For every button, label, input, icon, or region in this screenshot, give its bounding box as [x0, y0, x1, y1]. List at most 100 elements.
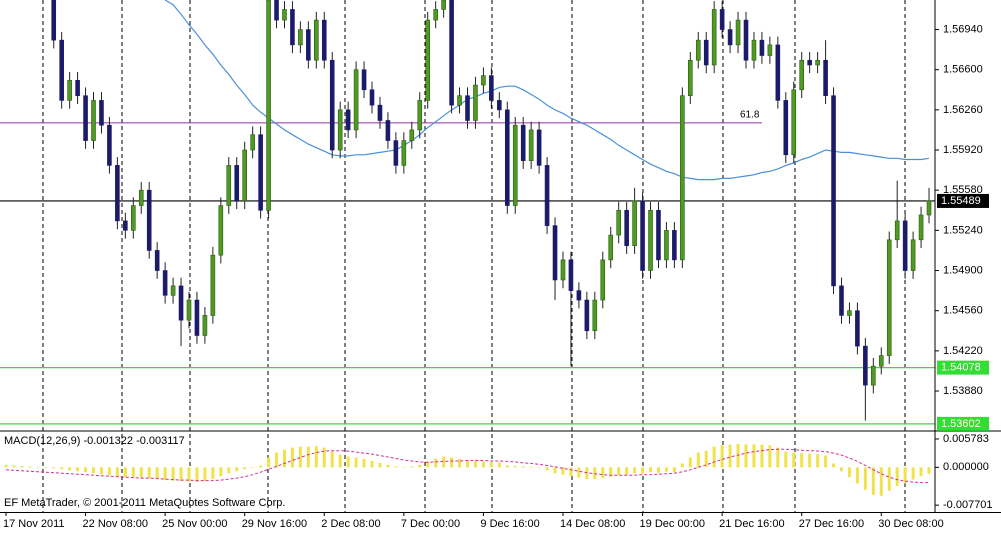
- y-tick-label: 1.53880: [943, 385, 983, 397]
- macd-bar: [131, 467, 135, 478]
- candle-body: [234, 165, 240, 202]
- macd-bar: [744, 444, 748, 468]
- macd-bar: [808, 453, 812, 468]
- candle-body: [83, 95, 88, 141]
- candle-body: [170, 285, 176, 296]
- candle-body: [656, 209, 661, 261]
- candle-body: [703, 39, 709, 66]
- macd-bar: [171, 467, 175, 481]
- candle-body: [743, 19, 749, 61]
- y-tick-label: 1.56940: [943, 23, 983, 35]
- candle-body: [298, 29, 303, 46]
- candle-body: [115, 165, 120, 222]
- candle-body: [871, 365, 876, 386]
- candle-body: [878, 355, 884, 367]
- candle-body: [918, 214, 924, 241]
- macd-bar: [816, 454, 820, 468]
- macd-bar: [187, 467, 191, 482]
- level-label: 1.53602: [941, 418, 981, 430]
- macd-bar: [545, 467, 549, 471]
- macd-bar: [314, 446, 318, 468]
- macd-bar: [919, 467, 923, 477]
- candle-body: [433, 9, 438, 21]
- macd-bar: [792, 452, 796, 468]
- macd-bar: [847, 467, 851, 478]
- candle-body: [576, 290, 582, 301]
- macd-bar: [752, 444, 756, 468]
- candle-body: [242, 149, 247, 202]
- macd-bar: [672, 467, 676, 473]
- macd-bar: [656, 467, 660, 473]
- candle-body: [425, 19, 431, 101]
- macd-bar: [855, 467, 859, 484]
- macd-bar: [267, 457, 271, 468]
- macd-bar: [386, 464, 390, 468]
- candle-body: [751, 39, 757, 61]
- candle-body: [536, 129, 542, 166]
- candle-body: [353, 69, 359, 131]
- macd-bar: [362, 458, 366, 468]
- macd-bar: [306, 446, 310, 468]
- macd-bar: [418, 464, 422, 468]
- macd-bar: [505, 465, 509, 468]
- candle-body: [91, 100, 96, 141]
- y-tick-label: -0.007701: [943, 499, 993, 511]
- candle-body: [497, 100, 502, 111]
- macd-bar: [354, 457, 358, 468]
- candle-body: [600, 259, 606, 301]
- macd-bar: [243, 467, 247, 470]
- macd-bar: [664, 467, 668, 472]
- macd-bar: [84, 467, 88, 473]
- candle-body: [51, 0, 57, 41]
- macd-bar: [768, 445, 772, 468]
- macd-bar: [12, 465, 16, 468]
- candle-body: [711, 9, 717, 66]
- candle-body: [449, 0, 454, 106]
- macd-bar: [832, 463, 836, 468]
- candle-body: [910, 239, 916, 271]
- macd-bar: [251, 467, 255, 468]
- candle-body: [107, 124, 112, 166]
- x-tick-label: 2 Dec 08:00: [321, 518, 380, 530]
- macd-bar: [680, 463, 684, 468]
- macd-bar: [195, 467, 199, 483]
- macd-bar: [211, 467, 215, 480]
- candle-body: [210, 254, 216, 316]
- indicator-label: MACD(12,26,9) -0.001322 -0.003117: [4, 435, 185, 447]
- candle-body: [282, 9, 287, 21]
- macd-bar: [155, 467, 159, 480]
- candle-body: [226, 165, 232, 206]
- candle-body: [154, 250, 160, 271]
- candle-body: [616, 209, 621, 236]
- macd-bar: [147, 467, 151, 479]
- candle-body: [337, 109, 343, 151]
- macd-bar: [442, 456, 446, 468]
- x-tick-label: 14 Dec 08:00: [560, 518, 625, 530]
- macd-bar: [776, 447, 780, 468]
- candle-body: [552, 225, 558, 281]
- signal-line: [5, 448, 929, 484]
- macd-bar: [895, 467, 899, 486]
- macd-bar: [28, 466, 32, 468]
- candle-body: [823, 59, 828, 96]
- macd-bar: [871, 467, 875, 495]
- candle-body: [783, 100, 789, 156]
- macd-bar: [338, 454, 342, 468]
- candle-body: [314, 19, 319, 61]
- y-tick-label: 1.54220: [943, 345, 983, 357]
- candle-body: [640, 200, 645, 271]
- candle-body: [465, 95, 470, 121]
- macd-bar: [163, 467, 167, 481]
- macd-bar: [609, 467, 613, 477]
- macd-bar: [44, 467, 48, 468]
- candle-body: [735, 19, 741, 46]
- moving-average: [164, 0, 930, 181]
- macd-bar: [553, 467, 557, 474]
- candle-body: [194, 299, 200, 336]
- macd-bar: [394, 466, 398, 468]
- candle-body: [584, 299, 590, 332]
- candle-body: [130, 205, 136, 231]
- macd-bar: [346, 456, 350, 468]
- macd-bar: [139, 467, 143, 478]
